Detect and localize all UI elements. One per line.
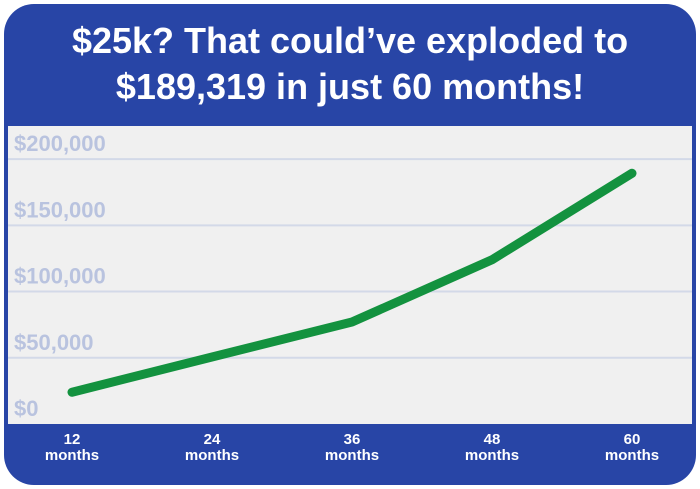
- y-tick-label: $200,000: [14, 131, 106, 156]
- x-tick-label: 36 months: [324, 431, 380, 464]
- x-tick-label: 60 months: [604, 431, 660, 464]
- x-tick-label: 48 months: [464, 431, 520, 464]
- x-tick-label: 24 months: [184, 431, 240, 464]
- y-tick-label: $50,000: [14, 330, 94, 355]
- y-tick-label: $100,000: [14, 264, 106, 289]
- y-tick-label: $0: [14, 396, 38, 421]
- plot-area: [8, 126, 692, 424]
- y-tick-label: $150,000: [14, 197, 106, 222]
- x-tick-label: 12 months: [44, 431, 100, 464]
- line: [67, 168, 637, 397]
- chart-title: $25k? That could’ve exploded to $189,319…: [71, 20, 629, 107]
